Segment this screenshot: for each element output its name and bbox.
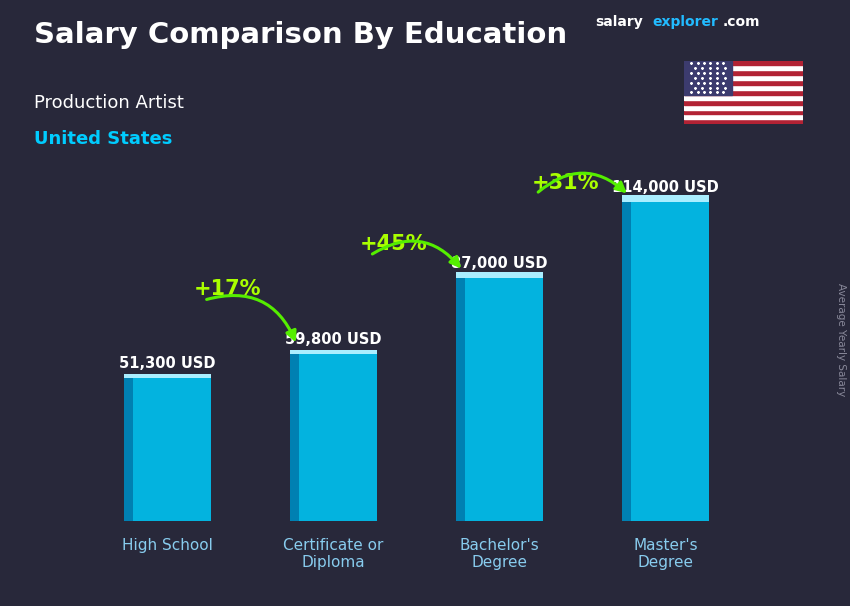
- Text: .com: .com: [722, 15, 760, 29]
- Text: United States: United States: [34, 130, 173, 148]
- Text: +17%: +17%: [194, 279, 261, 299]
- Bar: [684, 105, 803, 110]
- Bar: [684, 61, 803, 65]
- Text: 59,800 USD: 59,800 USD: [286, 332, 382, 347]
- Bar: [622, 202, 709, 521]
- Text: +31%: +31%: [532, 173, 600, 193]
- Bar: [684, 115, 803, 119]
- Text: 87,000 USD: 87,000 USD: [451, 256, 547, 271]
- Bar: [684, 90, 803, 95]
- Text: Production Artist: Production Artist: [34, 94, 184, 112]
- Text: +45%: +45%: [360, 235, 427, 255]
- Bar: [684, 110, 803, 115]
- Bar: [456, 273, 542, 278]
- Bar: [684, 95, 803, 100]
- Bar: [684, 61, 732, 95]
- Text: explorer: explorer: [653, 15, 719, 29]
- Bar: [684, 80, 803, 85]
- Bar: [456, 278, 465, 521]
- Bar: [684, 100, 803, 105]
- Bar: [456, 278, 542, 521]
- Bar: [291, 354, 377, 521]
- Bar: [622, 195, 709, 202]
- Bar: [622, 202, 631, 521]
- Bar: [291, 354, 299, 521]
- Bar: [684, 65, 803, 70]
- Text: Salary Comparison By Education: Salary Comparison By Education: [34, 21, 567, 49]
- Bar: [124, 378, 133, 521]
- Bar: [684, 75, 803, 80]
- Text: 114,000 USD: 114,000 USD: [612, 181, 719, 195]
- Bar: [684, 70, 803, 75]
- Text: salary: salary: [595, 15, 643, 29]
- Bar: [291, 350, 377, 354]
- Bar: [684, 119, 803, 124]
- Bar: [124, 375, 211, 378]
- Text: 51,300 USD: 51,300 USD: [119, 356, 216, 371]
- Text: Average Yearly Salary: Average Yearly Salary: [836, 283, 846, 396]
- Bar: [124, 378, 211, 521]
- Bar: [684, 85, 803, 90]
